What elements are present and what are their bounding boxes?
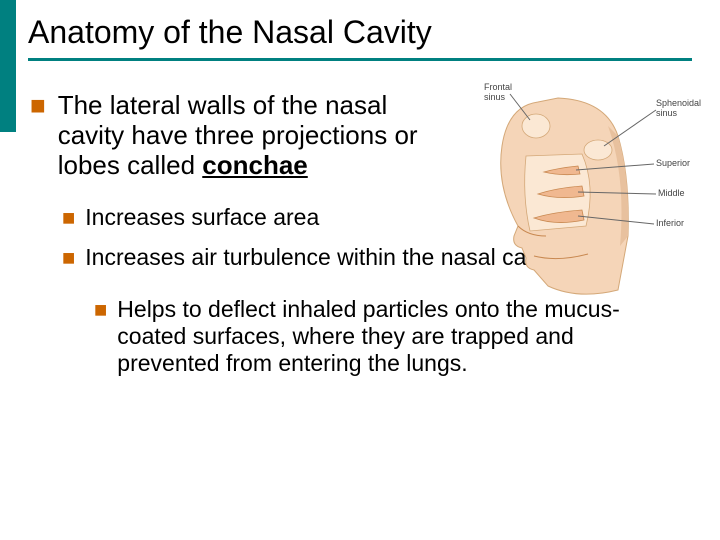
label-inferior: Inferior xyxy=(656,218,684,228)
label-middle: Middle xyxy=(658,188,685,198)
bullet-dot-icon: ■ xyxy=(94,296,107,377)
label-superior: Superior xyxy=(656,158,690,168)
nasal-cavity-diagram: Frontal sinus Sphenoidal sinus Superior … xyxy=(478,86,702,302)
accent-bar-side xyxy=(0,72,16,132)
slide-title: Anatomy of the Nasal Cavity xyxy=(28,14,432,51)
bullet-level-3: ■ Helps to deflect inhaled particles ont… xyxy=(94,296,690,377)
accent-bar-top xyxy=(0,0,16,72)
bullet-text-bold: conchae xyxy=(202,150,308,180)
bullet-dot-icon: ■ xyxy=(62,244,75,272)
label-sphenoidal-sinus: Sphenoidal sinus xyxy=(656,98,701,118)
bullet-dot-icon: ■ xyxy=(62,204,75,232)
bullet-dot-icon: ■ xyxy=(30,90,46,180)
bullet-text: The lateral walls of the nasal cavity ha… xyxy=(58,90,458,180)
title-underline xyxy=(28,58,692,61)
label-frontal-sinus: Frontal sinus xyxy=(484,82,512,102)
bullet-text: Helps to deflect inhaled particles onto … xyxy=(117,296,657,377)
bullet-text: Increases surface area xyxy=(85,204,465,232)
